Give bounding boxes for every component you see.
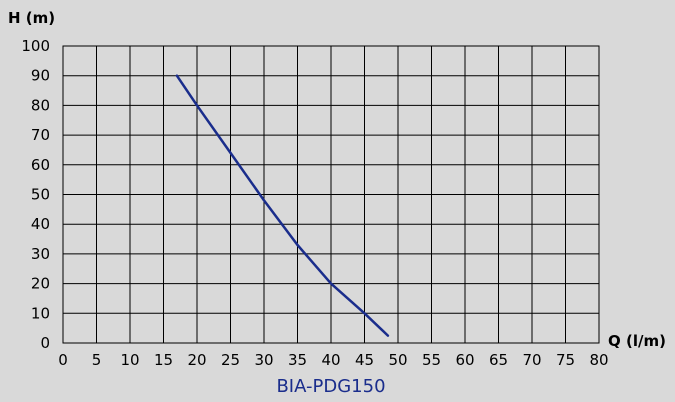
x-axis-title: Q (l/m) xyxy=(608,332,666,350)
x-tick-label: 45 xyxy=(355,351,374,369)
x-tick-label: 70 xyxy=(522,351,541,369)
y-tick-label: 50 xyxy=(31,186,50,204)
x-tick-label: 20 xyxy=(187,351,206,369)
tick-labels: 0 5 10 15 20 25 30 35 40 45 50 55 60 65 70 75 80 0 10 20 30 4… xyxy=(21,37,608,369)
y-tick-label: 10 xyxy=(31,304,50,322)
x-tick-label: 40 xyxy=(321,351,340,369)
y-tick-label: 100 xyxy=(21,37,50,55)
x-tick-label: 15 xyxy=(154,351,173,369)
series-group xyxy=(175,74,390,337)
y-axis-title: H (m) xyxy=(8,9,55,27)
x-tick-label: 60 xyxy=(455,351,474,369)
x-tick-label: 75 xyxy=(556,351,575,369)
y-tick-label: 30 xyxy=(31,245,50,263)
x-tick-label: 50 xyxy=(388,351,407,369)
chart-title: BIA-PDG150 xyxy=(276,376,385,397)
y-tick-label: 40 xyxy=(31,215,50,233)
y-tick-label: 60 xyxy=(31,156,50,174)
x-tick-label: 35 xyxy=(288,351,307,369)
y-tick-label: 80 xyxy=(31,96,50,114)
x-tick-label: 0 xyxy=(58,351,68,369)
y-tick-label: 70 xyxy=(31,126,50,144)
series-line xyxy=(175,74,390,337)
x-tick-label: 65 xyxy=(489,351,508,369)
grid xyxy=(63,46,599,343)
x-tick-label: 80 xyxy=(589,351,608,369)
x-tick-label: 5 xyxy=(92,351,102,369)
y-tick-label: 20 xyxy=(31,275,50,293)
y-tick-label: 90 xyxy=(31,67,50,85)
y-tick-label: 0 xyxy=(40,334,50,352)
x-tick-label: 55 xyxy=(422,351,441,369)
x-tick-label: 30 xyxy=(254,351,273,369)
x-tick-label: 25 xyxy=(221,351,240,369)
x-tick-label: 10 xyxy=(120,351,139,369)
